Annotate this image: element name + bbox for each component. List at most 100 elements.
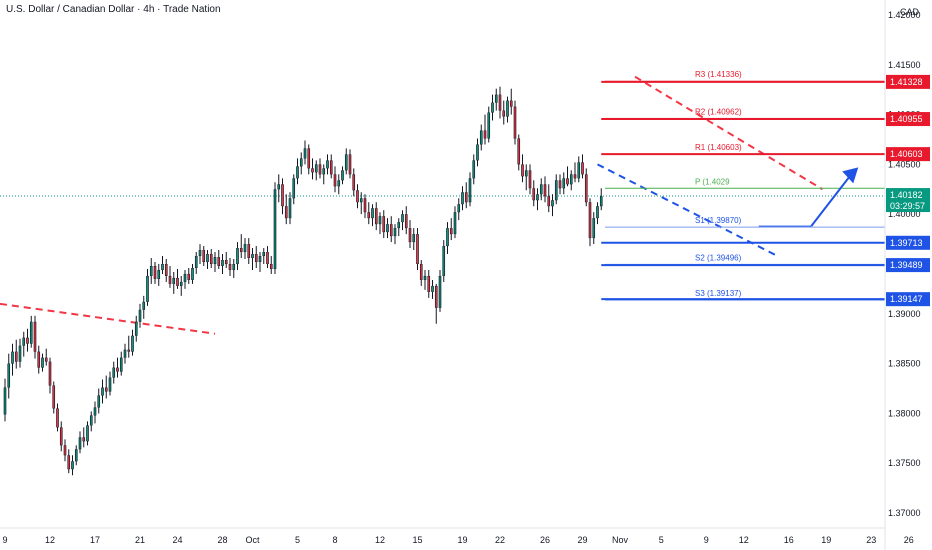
countdown-label: 03:29:57 <box>890 201 925 211</box>
candle-body-color <box>135 322 137 336</box>
candle-body-color <box>259 256 261 262</box>
chart-title: U.S. Dollar / Canadian Dollar · 4h · Tra… <box>6 4 221 15</box>
candle-body-color <box>458 204 460 212</box>
candle-body-color <box>75 449 77 461</box>
candle-body-color <box>529 170 531 188</box>
candle-body-color <box>563 178 565 188</box>
candle-body-color <box>113 368 115 378</box>
falling-resistance-line <box>634 75 824 191</box>
candle-body-color <box>439 276 441 308</box>
candle-body-color <box>566 178 569 184</box>
time-tick-label: 17 <box>90 535 100 545</box>
candle-body-color <box>413 234 415 242</box>
candle-body-color <box>176 278 179 286</box>
candle-body-color <box>41 358 44 368</box>
candle-body-color <box>30 322 32 344</box>
candle-body-color <box>420 264 422 280</box>
candle-body-color <box>435 286 437 308</box>
candle-body-color <box>585 174 587 202</box>
candle-body-color <box>371 208 374 218</box>
candle-body-color <box>233 264 235 270</box>
candle-body-color <box>34 322 36 352</box>
time-tick-label: 9 <box>2 535 7 545</box>
candle-body-color <box>60 427 62 445</box>
candle-body-color <box>548 196 550 206</box>
candle-body-color <box>143 302 145 310</box>
candle-body-color <box>45 358 47 362</box>
candle-body-color <box>581 162 584 174</box>
candles <box>3 86 603 476</box>
candle-body-color <box>540 184 542 194</box>
candle-body-color <box>510 101 512 107</box>
time-tick-label: 24 <box>172 535 182 545</box>
candle-body-color <box>383 216 385 232</box>
candle-body-color <box>555 180 557 200</box>
candle-body-color <box>218 257 220 266</box>
candle-body-color <box>53 385 55 409</box>
candle-body-color <box>158 270 160 279</box>
projection-arrow <box>758 167 859 227</box>
candle-body-color <box>116 368 119 372</box>
candle-body-color <box>199 250 201 256</box>
candle-body-color <box>150 266 152 276</box>
candle-body-color <box>225 260 227 264</box>
candle-body-color <box>503 110 505 117</box>
candle-body-color <box>64 445 66 455</box>
candle-body-color <box>401 214 404 222</box>
candle-body-color <box>161 264 164 270</box>
time-tick-label: 16 <box>784 535 794 545</box>
candle-body-color <box>514 106 516 139</box>
candle-body-color <box>38 352 40 368</box>
candle-body-color <box>26 338 29 344</box>
candle-body-color <box>304 148 306 158</box>
candle-body-color <box>169 276 171 284</box>
candle-body-color <box>71 461 74 469</box>
candle-body-color <box>23 338 25 346</box>
candle-body-color <box>499 95 501 111</box>
candle-body-color <box>379 216 381 224</box>
candle-body-color <box>19 346 21 362</box>
candle-body-color <box>240 248 242 252</box>
candle-body-color <box>334 174 336 186</box>
price-tick-label: 1.37000 <box>888 508 921 518</box>
time-tick-label: 12 <box>375 535 385 545</box>
price-badge-s1 <box>886 235 930 250</box>
price-badge-label-r1: 1.40603 <box>890 149 923 159</box>
candle-body-color <box>330 160 332 174</box>
candle-body-color <box>345 154 347 170</box>
candle-body-color <box>600 196 602 206</box>
candle-body-color <box>461 192 464 204</box>
time-tick-label: 22 <box>495 535 505 545</box>
candle-body-color <box>229 264 231 270</box>
candle-body-color <box>146 276 149 302</box>
candle-body-color <box>480 130 482 145</box>
candle-body-color <box>476 144 479 160</box>
price-badge-s2 <box>886 258 930 273</box>
pivot-label-r3: R3 (1.41336) <box>695 70 742 79</box>
time-tick-label: Oct <box>245 535 260 545</box>
candle-body-color <box>263 252 265 256</box>
candle-body-color <box>236 248 239 264</box>
candle-body-color <box>559 180 561 188</box>
time-tick-label: 26 <box>904 535 914 545</box>
candle-body-color <box>308 148 310 168</box>
pivot-label-s2: S2 (1.39496) <box>695 253 742 262</box>
candle-body-color <box>578 162 580 178</box>
candle-body-color <box>203 250 205 262</box>
candle-body-color <box>525 170 527 176</box>
price-badge-label-r3: 1.41328 <box>890 77 923 87</box>
candle-body-color <box>375 208 377 224</box>
candle-body-color <box>98 395 100 408</box>
downtrend-line-left <box>0 302 216 335</box>
pivot-label-s3: S3 (1.39137) <box>695 289 742 298</box>
time-tick-label: 21 <box>135 535 145 545</box>
time-tick-label: 5 <box>659 535 664 545</box>
time-tick-label: 19 <box>821 535 831 545</box>
candle-body-color <box>11 352 14 364</box>
candle-body-color <box>206 254 209 262</box>
candle-body-color <box>221 260 224 266</box>
time-tick-label: 29 <box>577 535 587 545</box>
candle-body-color <box>394 228 396 236</box>
candle-body-color <box>319 164 321 174</box>
